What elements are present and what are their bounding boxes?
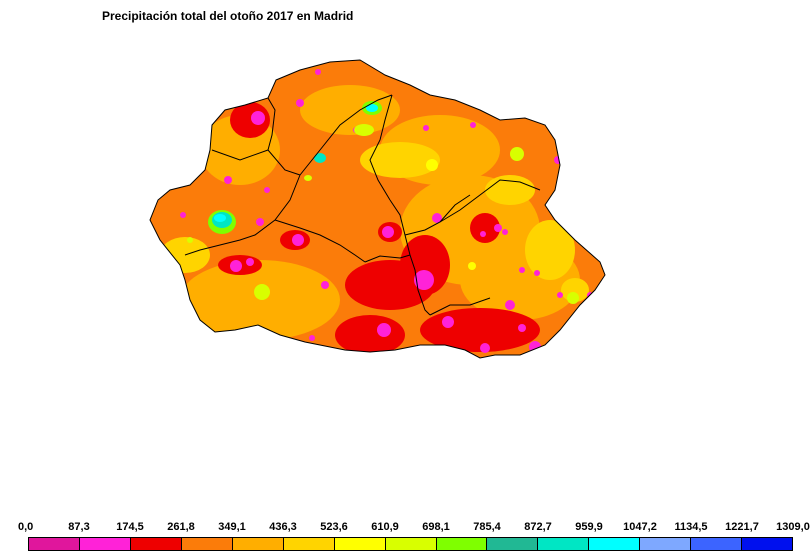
legend-tick-label: 610,9 <box>371 521 399 533</box>
legend-tick-label: 0,0 <box>18 521 34 533</box>
legend-swatch <box>742 538 793 550</box>
legend-tick-label: 1047,2 <box>623 521 657 533</box>
legend-swatch <box>283 538 335 550</box>
legend-tick-label: 698,1 <box>422 521 450 533</box>
color-scale-legend <box>28 537 793 551</box>
precipitation-map <box>149 59 606 359</box>
legend-tick-label: 87,3 <box>68 521 90 533</box>
legend-swatch <box>691 538 743 550</box>
legend-swatch <box>538 538 590 550</box>
legend-tick-label: 1309,0 <box>776 521 810 533</box>
legend-tick-label: 785,4 <box>473 521 501 533</box>
legend-swatch <box>385 538 437 550</box>
legend-swatch <box>436 538 488 550</box>
legend-tick-label: 959,9 <box>575 521 603 533</box>
legend-swatch <box>181 538 233 550</box>
legend-swatch <box>640 538 692 550</box>
legend-swatch <box>334 538 386 550</box>
legend-swatch <box>487 538 539 550</box>
legend-tick-label: 349,1 <box>218 521 246 533</box>
legend-tick-label: 174,5 <box>116 521 144 533</box>
legend-tick-label: 872,7 <box>524 521 552 533</box>
legend-tick-label: 1134,5 <box>674 521 708 533</box>
legend-tick-labels: 0,0 87,3 174,5 261,8 349,1 436,3 523,6 610,9 698… <box>0 521 811 537</box>
legend-swatch <box>589 538 641 550</box>
legend-tick-label: 261,8 <box>167 521 195 533</box>
legend-swatch <box>130 538 182 550</box>
legend-tick-label: 523,6 <box>320 521 348 533</box>
legend-swatch <box>232 538 284 550</box>
legend-swatch <box>79 538 131 550</box>
map-borders <box>149 59 606 359</box>
legend-tick-label: 1221,7 <box>725 521 759 533</box>
legend-swatch <box>29 538 80 550</box>
legend-tick-label: 436,3 <box>269 521 297 533</box>
map-title: Precipitación total del otoño 2017 en Ma… <box>102 9 354 23</box>
